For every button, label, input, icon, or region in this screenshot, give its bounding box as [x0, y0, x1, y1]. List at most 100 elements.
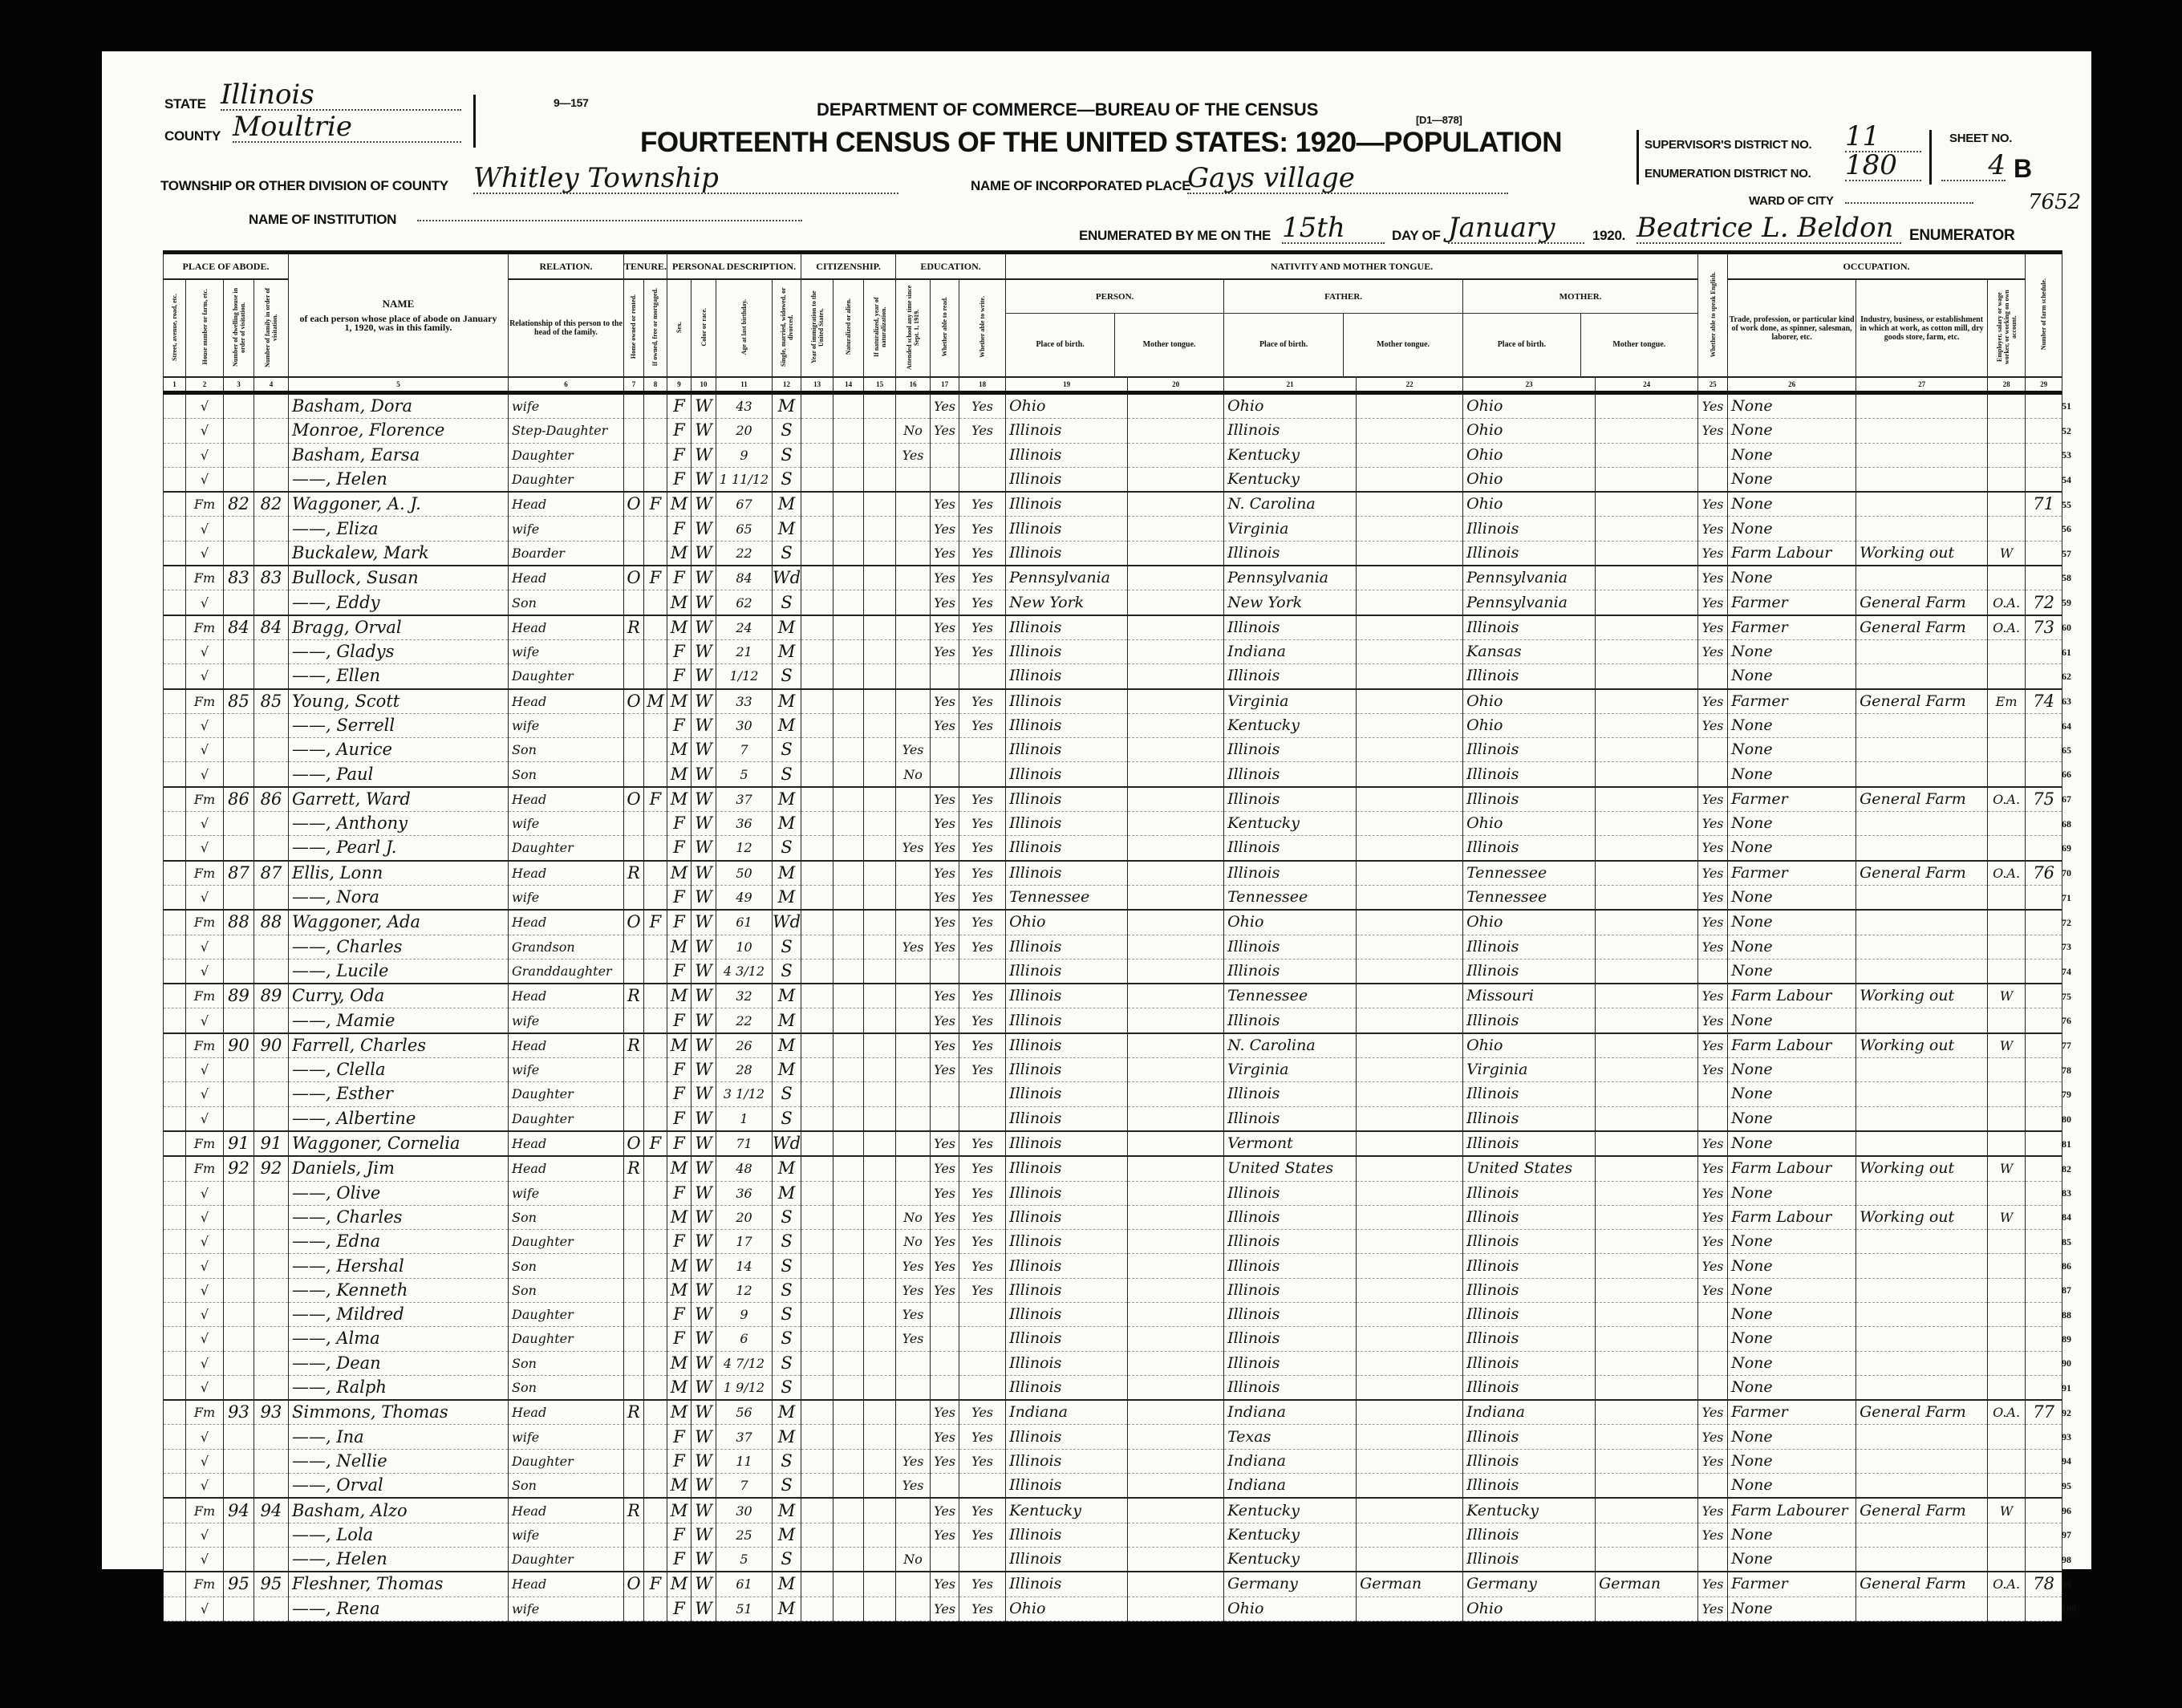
school-cell — [895, 467, 931, 493]
birthplace-cell: Pennsylvania — [1005, 565, 1129, 591]
enumeration-month: January — [1448, 213, 1584, 244]
naturalized-cell — [833, 909, 865, 935]
english-cell: Yes — [1697, 909, 1729, 935]
column-number: 4 — [253, 376, 289, 395]
age-cell: 30 — [716, 713, 773, 739]
race-cell: W — [691, 1547, 717, 1572]
farm-schedule-cell: 78 — [2025, 1571, 2063, 1597]
naturalized-cell — [833, 1571, 865, 1597]
mortgage-cell — [643, 1205, 668, 1231]
mortgage-cell — [643, 639, 668, 665]
table-row: √ ——, Paul Son M W 5 S No Illinois Illinois Illino… — [163, 761, 2063, 788]
occupation-cell: None — [1727, 418, 1857, 444]
read-cell: Yes — [930, 811, 960, 837]
mother-mother-tongue-cell — [1595, 663, 1699, 690]
occupation-cell: Farm Labourer — [1727, 1497, 1857, 1523]
write-cell — [959, 467, 1007, 493]
home-owned-cell — [623, 1473, 644, 1499]
mother-tongue-cell — [1127, 1302, 1225, 1328]
home-owned-cell — [623, 418, 644, 444]
table-row: √ ——, Hershal Son M W 14 S Yes Yes Yes Illinois Ill… — [163, 1253, 2063, 1279]
marital-cell: M — [772, 1399, 802, 1426]
birthplace-cell: Illinois — [1005, 467, 1129, 493]
age-cell: 14 — [716, 1253, 773, 1279]
naturalization-year-cell — [863, 1596, 897, 1621]
naturalization-year-cell — [863, 1057, 897, 1083]
read-cell: Yes — [930, 935, 960, 959]
family-cell: 94 — [253, 1497, 289, 1523]
read-cell: Yes — [930, 1278, 960, 1303]
bracket — [473, 95, 476, 148]
house-number-cell: √ — [185, 1302, 224, 1328]
immigration-cell — [801, 1106, 834, 1132]
naturalized-cell — [833, 1473, 865, 1499]
dwelling-cell — [223, 1449, 254, 1475]
street-cell — [163, 491, 186, 517]
home-owned-cell: R — [623, 1399, 644, 1426]
immigration-cell — [801, 1326, 834, 1352]
street-cell — [163, 935, 186, 959]
header-family-number-text: Number of family in order of visitation. — [264, 286, 278, 367]
occupation-cell: Farmer — [1727, 688, 1857, 714]
mother-mother-tongue-cell — [1595, 541, 1699, 566]
mother-birthplace-cell: United States — [1462, 1155, 1596, 1182]
relation-cell: Head — [508, 614, 624, 640]
class-of-worker-cell: O.A. — [1987, 785, 2026, 813]
home-owned-cell — [623, 959, 644, 984]
mortgage-cell — [643, 663, 668, 690]
class-of-worker-cell: O.A. — [1987, 590, 2026, 616]
marital-cell: S — [772, 467, 802, 493]
immigration-cell — [801, 1596, 834, 1621]
class-of-worker-cell — [1987, 885, 2026, 911]
mother-mother-tongue-cell — [1595, 1375, 1699, 1401]
line-number: 94 — [2062, 1455, 2071, 1467]
sex-cell: F — [667, 885, 692, 911]
school-cell — [895, 1008, 931, 1034]
header-person-subcolumns: Place of birth. Mother tongue. — [1007, 313, 1223, 376]
mother-mother-tongue-cell — [1595, 418, 1699, 444]
line-number: 99 — [2062, 1578, 2071, 1590]
father-birthplace-cell: New York — [1223, 590, 1357, 616]
read-cell: Yes — [930, 1449, 960, 1475]
farm-schedule-cell — [2025, 1596, 2063, 1621]
naturalization-year-cell — [863, 859, 897, 886]
birthplace-cell: Tennessee — [1005, 885, 1129, 911]
read-cell: Yes — [930, 541, 960, 566]
mother-mother-tongue-cell — [1595, 713, 1699, 739]
naturalized-cell — [833, 713, 865, 739]
column-number: 26 — [1727, 376, 1857, 395]
naturalized-cell — [833, 1278, 865, 1303]
header-relation: RELATION. — [508, 250, 624, 280]
father-birthplace-cell: Illinois — [1223, 785, 1357, 813]
line-number: 91 — [2062, 1381, 2071, 1394]
mother-birthplace-cell: Ohio — [1462, 688, 1596, 714]
street-cell — [163, 835, 186, 862]
naturalized-cell — [833, 885, 865, 911]
name-cell: ——, Hershal — [288, 1253, 509, 1279]
name-cell: Daniels, Jim — [288, 1155, 509, 1182]
read-cell — [930, 1106, 960, 1132]
header-write-text: Whether able to write. — [979, 296, 987, 358]
race-cell: W — [691, 1032, 717, 1059]
naturalization-year-cell — [863, 885, 897, 911]
mother-birthplace-cell: Illinois — [1462, 761, 1596, 788]
english-cell: Yes — [1697, 1008, 1729, 1034]
read-cell: Yes — [930, 713, 960, 739]
english-cell: Yes — [1697, 713, 1729, 739]
mother-tongue-cell — [1127, 1253, 1225, 1279]
column-number: 14 — [833, 376, 865, 395]
naturalization-year-cell — [863, 1032, 897, 1059]
name-cell: ——, Eliza — [288, 516, 509, 542]
house-number-cell: √ — [185, 541, 224, 566]
marital-cell: M — [772, 811, 802, 837]
naturalization-year-cell — [863, 1523, 897, 1548]
marital-cell: S — [772, 737, 802, 763]
header-school-text: Attended school any time since Sept. 1, … — [906, 284, 921, 370]
marital-cell: M — [772, 885, 802, 911]
father-birthplace-cell: Illinois — [1223, 1008, 1357, 1034]
mother-tongue-cell — [1127, 565, 1225, 591]
column-number: 22 — [1356, 376, 1464, 395]
naturalization-year-cell — [863, 418, 897, 444]
family-cell: 82 — [253, 491, 289, 517]
mother-mother-tongue-cell — [1595, 1130, 1699, 1157]
